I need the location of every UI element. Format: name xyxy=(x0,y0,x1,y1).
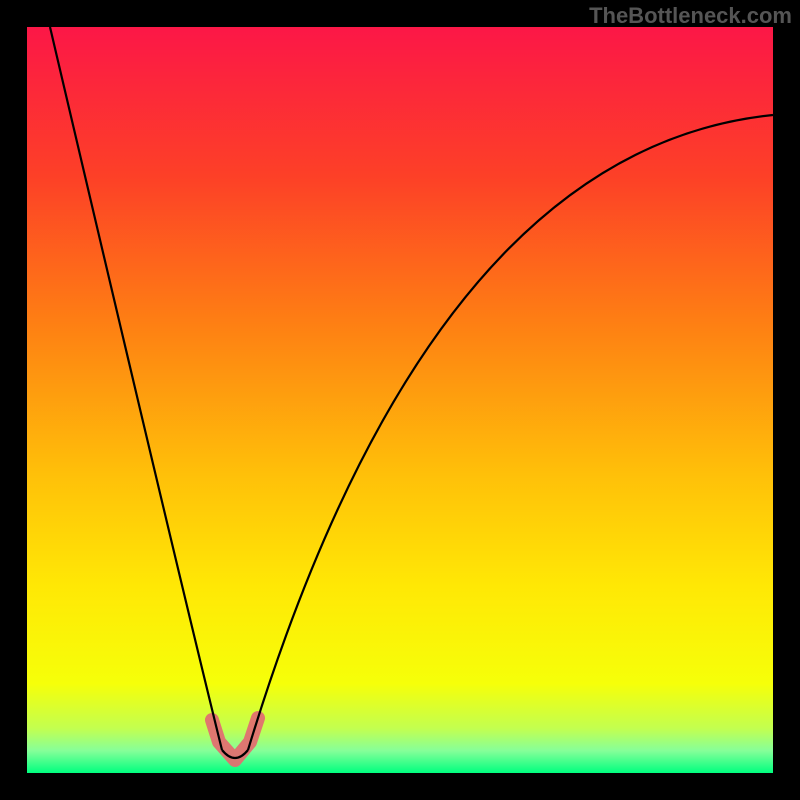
watermark-text: TheBottleneck.com xyxy=(589,3,792,29)
plot-area xyxy=(27,27,773,773)
